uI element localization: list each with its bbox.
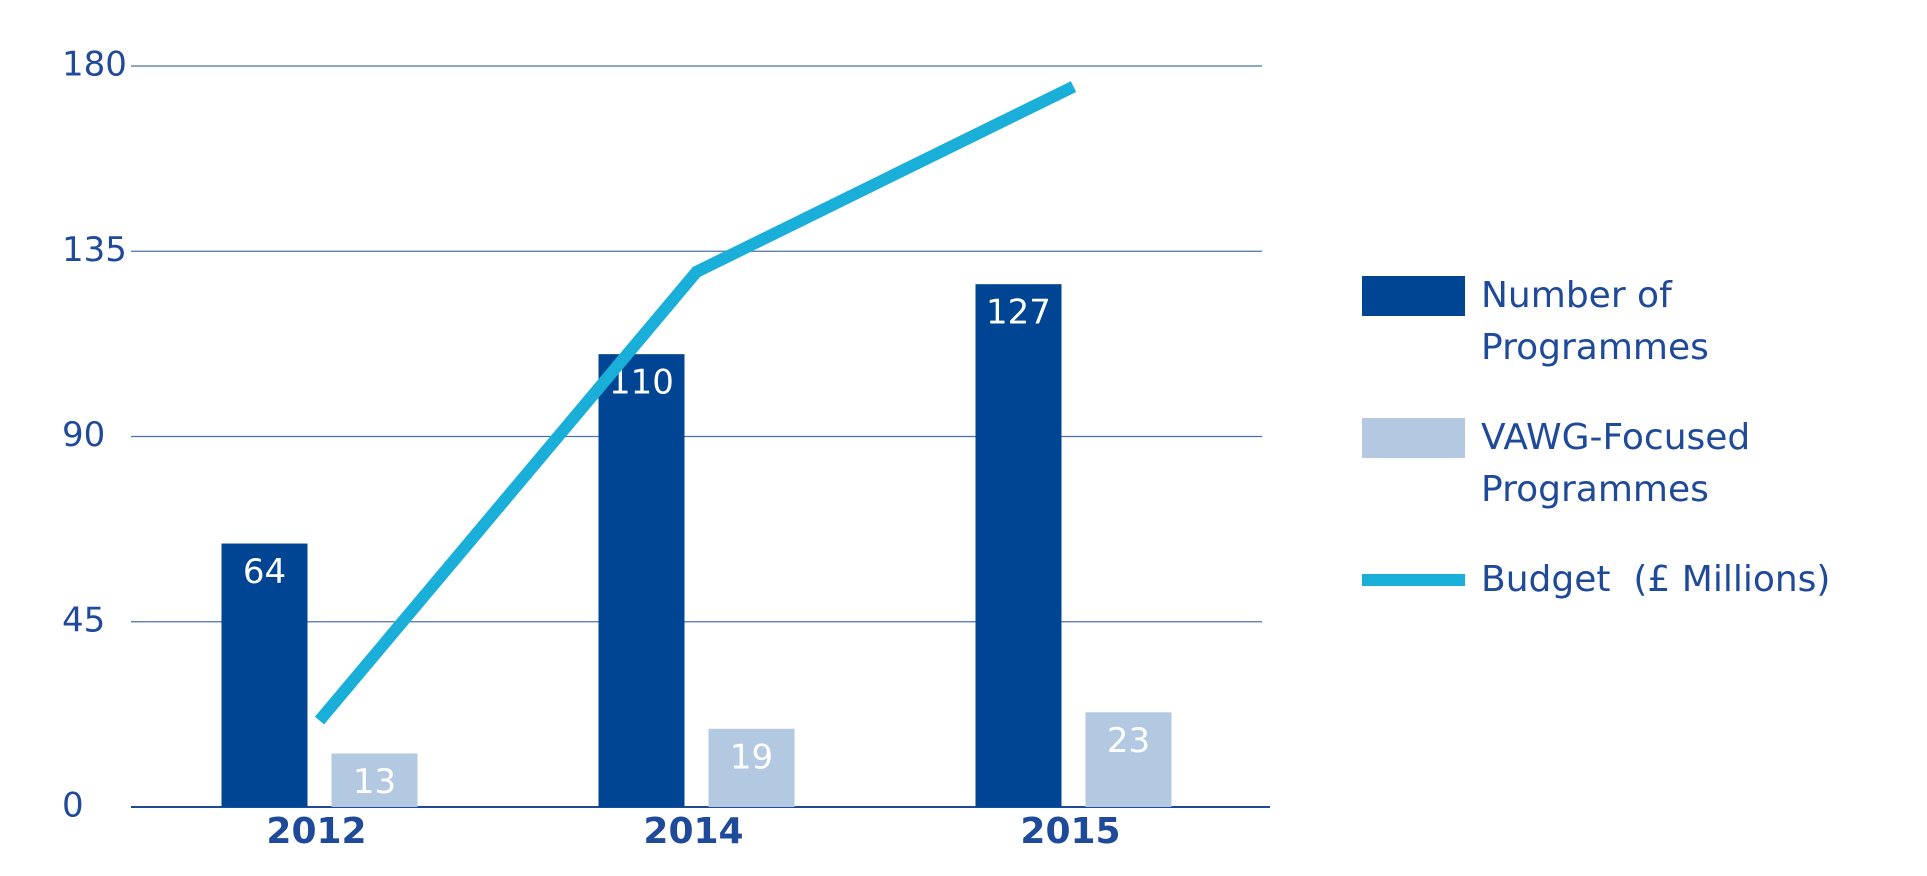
data-label: 23 [1107, 721, 1150, 761]
bar [598, 354, 685, 807]
x-tick-label: 2012 [266, 811, 366, 852]
line [314, 81, 1077, 725]
bar [221, 543, 308, 807]
legend-swatch [1362, 418, 1465, 458]
bar [975, 284, 1062, 807]
legend-item: VAWG-Focused Programmes [1362, 412, 1922, 516]
data-label: 13 [353, 762, 396, 802]
legend-label: VAWG-Focused Programmes [1481, 417, 1762, 510]
y-tick-label: 180 [62, 45, 127, 85]
legend-swatch [1362, 276, 1465, 316]
data-label: 19 [730, 737, 773, 777]
bar [1085, 712, 1172, 807]
legend-label: Number of Programmes [1481, 275, 1709, 368]
data-label: 127 [986, 293, 1051, 333]
legend-label: Budget (£ Millions) [1481, 559, 1831, 600]
bar [708, 728, 795, 807]
legend-item: Budget (£ Millions) [1362, 554, 1922, 606]
legend-item: Number of Programmes [1362, 270, 1922, 374]
bar [331, 753, 418, 807]
y-tick-label: 0 [62, 786, 84, 826]
y-tick-label: 135 [62, 230, 127, 270]
legend: Number of Programmes VAWG-Focused Program… [1362, 270, 1922, 644]
y-tick-label: 90 [62, 415, 105, 455]
y-tick-label: 45 [62, 600, 105, 640]
data-label: 64 [243, 552, 286, 592]
x-tick-label: 2015 [1020, 811, 1120, 852]
legend-swatch [1362, 574, 1465, 586]
x-tick-label: 2014 [643, 811, 743, 852]
